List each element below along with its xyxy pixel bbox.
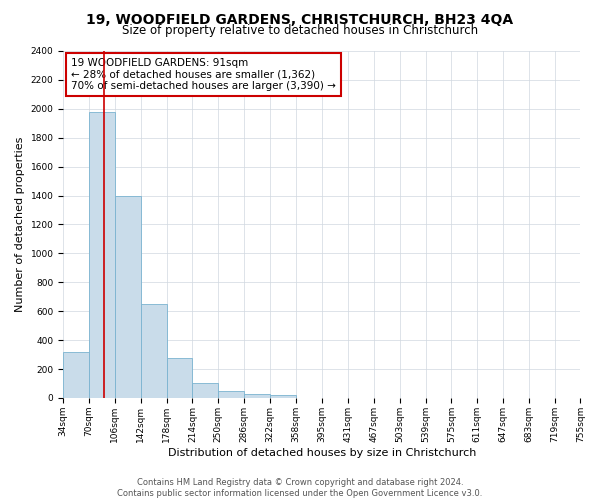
Bar <box>193 384 218 398</box>
Bar <box>270 395 296 398</box>
Text: 19, WOODFIELD GARDENS, CHRISTCHURCH, BH23 4QA: 19, WOODFIELD GARDENS, CHRISTCHURCH, BH2… <box>86 12 514 26</box>
Bar <box>141 304 167 398</box>
Text: 19 WOODFIELD GARDENS: 91sqm
← 28% of detached houses are smaller (1,362)
70% of : 19 WOODFIELD GARDENS: 91sqm ← 28% of det… <box>71 58 336 91</box>
Bar <box>63 352 89 398</box>
Bar <box>89 112 115 398</box>
Bar <box>115 196 141 398</box>
Text: Size of property relative to detached houses in Christchurch: Size of property relative to detached ho… <box>122 24 478 37</box>
Y-axis label: Number of detached properties: Number of detached properties <box>15 137 25 312</box>
Bar <box>167 358 193 398</box>
X-axis label: Distribution of detached houses by size in Christchurch: Distribution of detached houses by size … <box>168 448 476 458</box>
Bar <box>218 390 244 398</box>
Text: Contains HM Land Registry data © Crown copyright and database right 2024.
Contai: Contains HM Land Registry data © Crown c… <box>118 478 482 498</box>
Bar <box>244 394 270 398</box>
